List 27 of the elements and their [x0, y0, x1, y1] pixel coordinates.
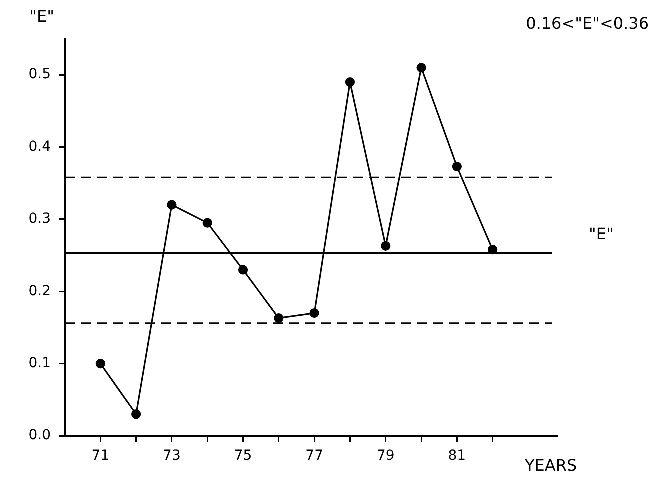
point	[202, 218, 212, 228]
y-tick-label: 0.3	[28, 211, 51, 228]
point	[381, 241, 391, 251]
point	[345, 78, 356, 88]
point	[96, 359, 106, 369]
point	[452, 162, 462, 172]
x-tick-label: 79	[376, 448, 395, 464]
y-tick-label: 0.5	[28, 66, 51, 83]
point	[132, 410, 142, 420]
y-axis-title: "E"	[30, 7, 54, 26]
chart-title: 0.16<"E"<0.36	[526, 14, 649, 34]
ref-line-label: "E"	[589, 224, 614, 244]
point	[274, 314, 284, 324]
x-tick-label: 73	[163, 448, 181, 464]
point	[416, 63, 426, 73]
point	[238, 265, 248, 275]
x-axis-title: YEARS	[524, 456, 578, 476]
point	[310, 308, 320, 318]
y-tick-label: 0.1	[28, 355, 51, 372]
point	[167, 200, 177, 210]
y-tick-label: 0.2	[28, 283, 51, 300]
y-tick-label: 0.4	[28, 138, 52, 155]
x-tick-label: 81	[448, 448, 466, 464]
x-tick-label: 77	[306, 448, 324, 464]
x-tick-label: 75	[234, 448, 252, 464]
x-tick-label: 71	[92, 448, 110, 464]
y-tick-label: 0.0	[28, 428, 51, 444]
